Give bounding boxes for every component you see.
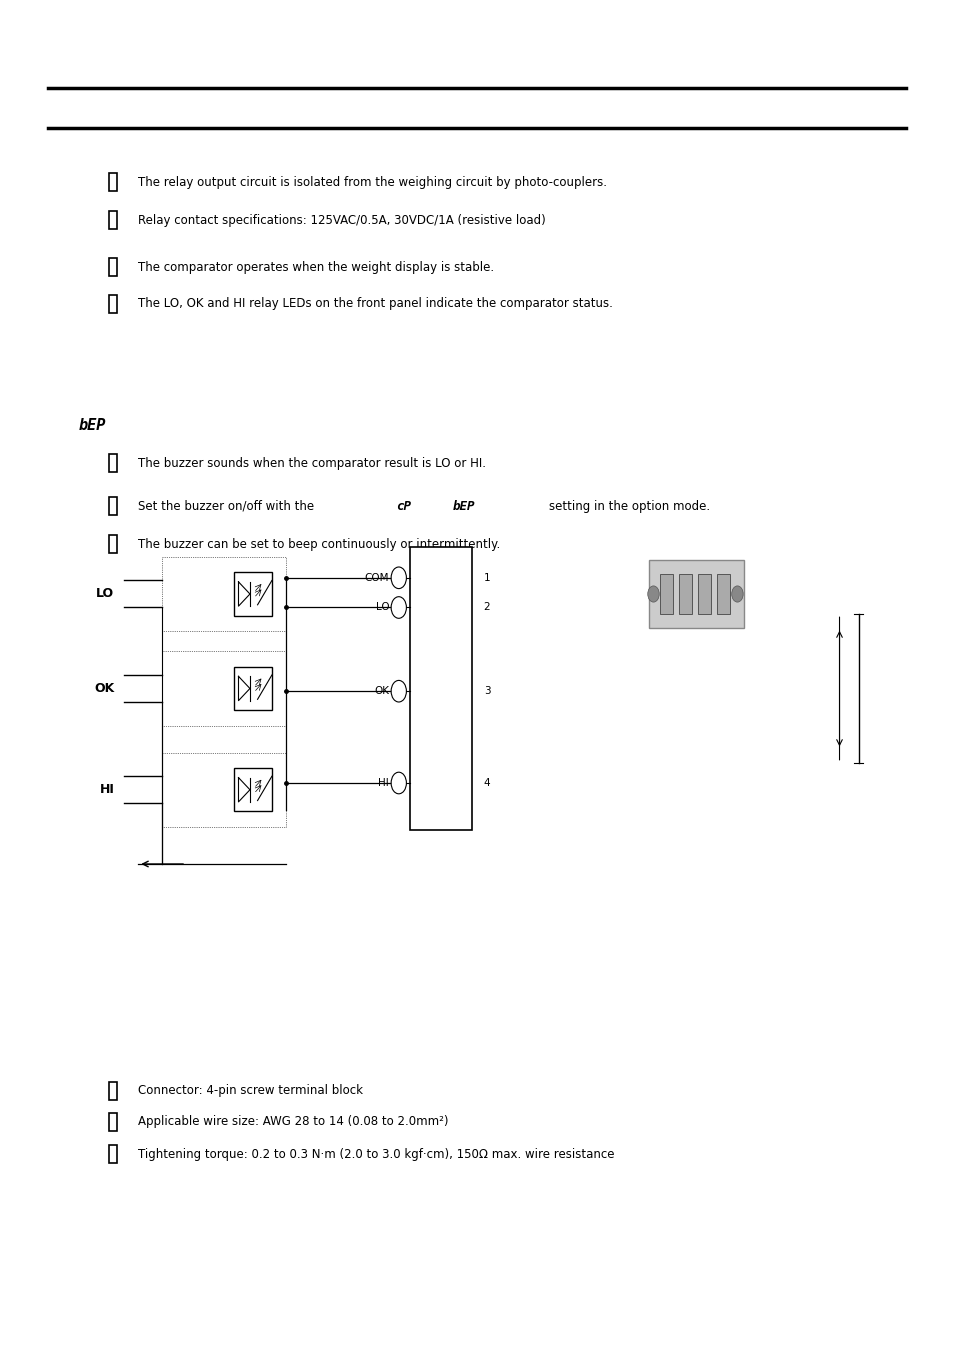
Bar xyxy=(109,294,116,313)
Text: LO: LO xyxy=(96,587,114,601)
Circle shape xyxy=(391,567,406,589)
Text: bEP: bEP xyxy=(453,500,476,513)
Bar xyxy=(410,547,472,830)
Text: The buzzer sounds when the comparator result is LO or HI.: The buzzer sounds when the comparator re… xyxy=(138,456,486,470)
Text: OK: OK xyxy=(94,682,114,695)
Bar xyxy=(162,753,286,826)
Text: COM: COM xyxy=(364,572,389,583)
Bar xyxy=(109,497,116,516)
Text: 4: 4 xyxy=(483,778,490,788)
Bar xyxy=(109,211,116,230)
Text: OK: OK xyxy=(374,686,389,697)
Text: HI: HI xyxy=(378,778,389,788)
Text: The LO, OK and HI relay LEDs on the front panel indicate the comparator status.: The LO, OK and HI relay LEDs on the fron… xyxy=(138,297,613,310)
Bar xyxy=(233,572,272,616)
Text: LO: LO xyxy=(375,602,389,613)
Circle shape xyxy=(731,586,742,602)
Text: The relay output circuit is isolated from the weighing circuit by photo-couplers: The relay output circuit is isolated fro… xyxy=(138,176,607,189)
Bar xyxy=(679,574,691,614)
Bar xyxy=(233,768,272,811)
Bar xyxy=(233,667,272,710)
Text: bEP: bEP xyxy=(78,417,106,433)
Bar xyxy=(162,652,286,726)
Bar xyxy=(109,258,116,277)
Circle shape xyxy=(391,772,406,794)
Text: Relay contact specifications: 125VAC/0.5A, 30VDC/1A (resistive load): Relay contact specifications: 125VAC/0.5… xyxy=(138,213,545,227)
Bar xyxy=(109,1112,116,1131)
Bar xyxy=(162,556,286,630)
Bar xyxy=(109,173,116,192)
Text: The buzzer can be set to beep continuously or intermittently.: The buzzer can be set to beep continuous… xyxy=(138,537,500,551)
Text: 1: 1 xyxy=(483,572,490,583)
Bar xyxy=(659,574,672,614)
Circle shape xyxy=(391,597,406,618)
Bar xyxy=(717,574,729,614)
Text: cP: cP xyxy=(395,500,411,513)
Circle shape xyxy=(647,586,659,602)
Text: Tightening torque: 0.2 to 0.3 N·m (2.0 to 3.0 kgf·cm), 150Ω max. wire resistance: Tightening torque: 0.2 to 0.3 N·m (2.0 t… xyxy=(138,1148,614,1161)
Bar xyxy=(109,454,116,472)
Text: The comparator operates when the weight display is stable.: The comparator operates when the weight … xyxy=(138,261,494,274)
Bar xyxy=(698,574,710,614)
Text: Connector: 4-pin screw terminal block: Connector: 4-pin screw terminal block xyxy=(138,1084,363,1098)
Bar xyxy=(109,1081,116,1100)
Circle shape xyxy=(391,680,406,702)
Text: Set the buzzer on/off with the: Set the buzzer on/off with the xyxy=(138,500,314,513)
Text: Applicable wire size: AWG 28 to 14 (0.08 to 2.0mm²): Applicable wire size: AWG 28 to 14 (0.08… xyxy=(138,1115,448,1129)
Text: HI: HI xyxy=(99,783,114,796)
Text: setting in the option mode.: setting in the option mode. xyxy=(548,500,709,513)
Text: 3: 3 xyxy=(483,686,490,697)
Text: 2: 2 xyxy=(483,602,490,613)
Bar xyxy=(648,560,743,628)
Bar xyxy=(109,1145,116,1164)
Bar xyxy=(109,535,116,554)
